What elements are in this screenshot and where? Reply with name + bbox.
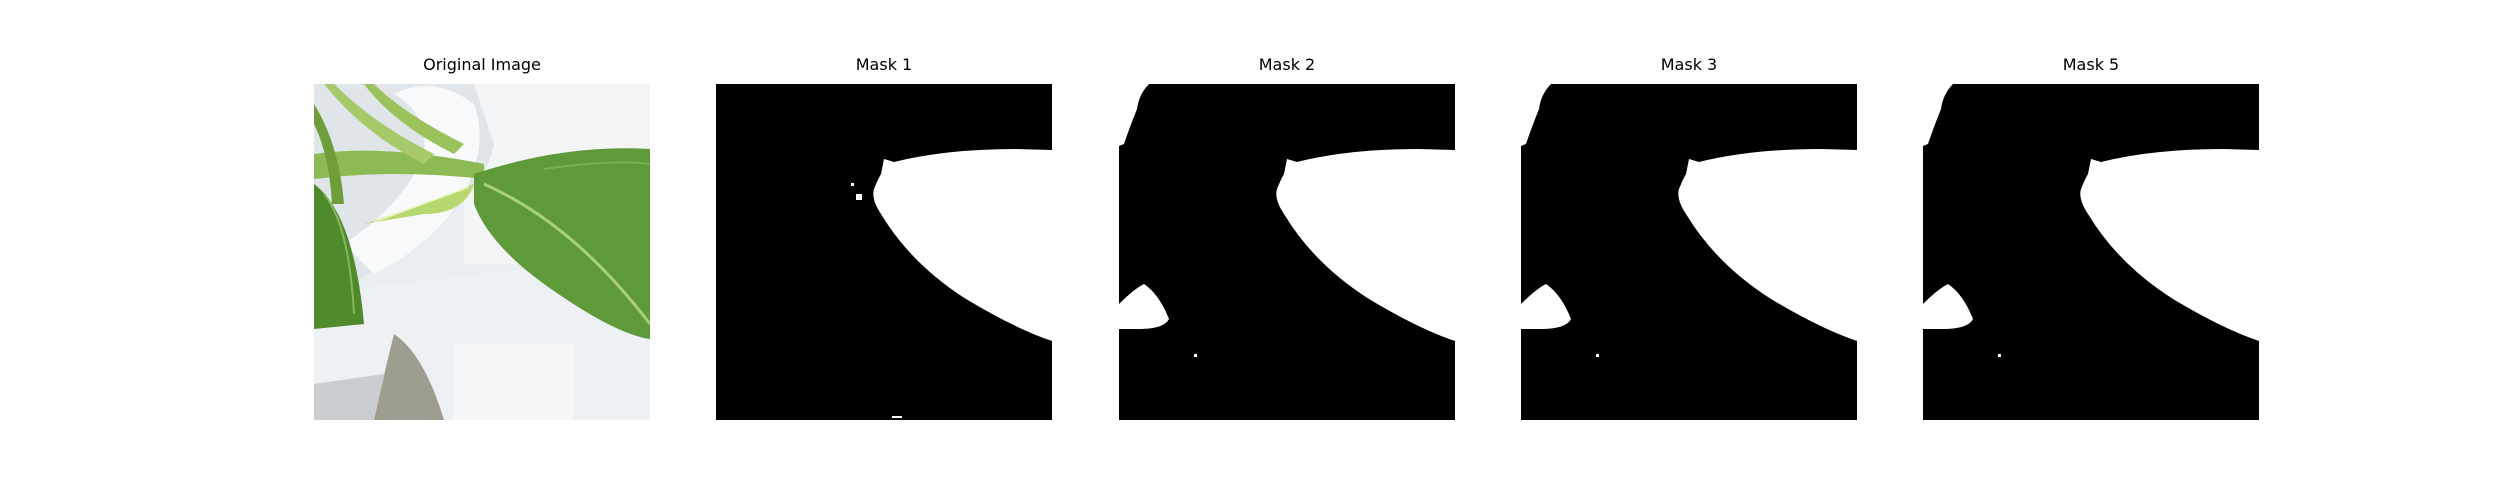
panel-title: Mask 1 [855,55,913,74]
mask-image [1521,84,1857,420]
panel-title: Original Image [423,55,541,74]
mask-image [1923,84,2259,420]
panel-title: Mask 5 [2062,55,2120,74]
panel-title: Mask 3 [1660,55,1718,74]
mask-image [716,84,1052,420]
mask-image [1119,84,1455,420]
original-image [314,84,650,420]
panel-title: Mask 2 [1258,55,1316,74]
